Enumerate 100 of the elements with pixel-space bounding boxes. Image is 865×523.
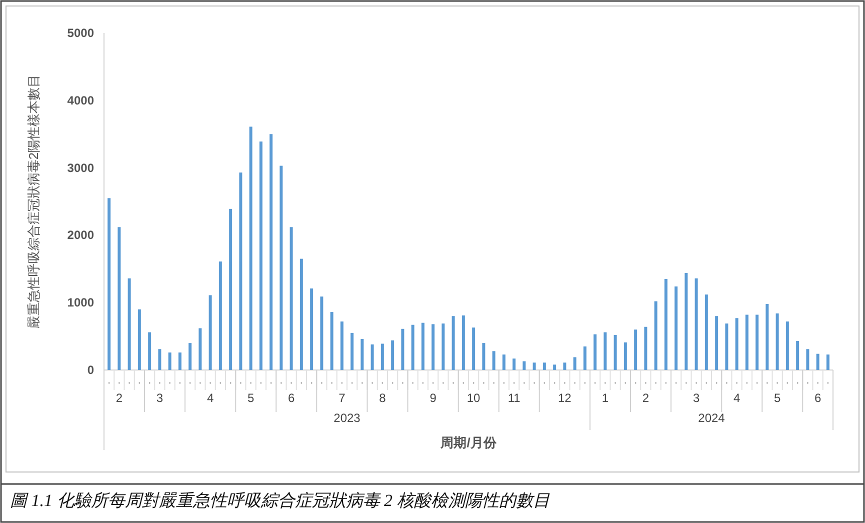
bar bbox=[583, 346, 586, 370]
bar bbox=[452, 316, 455, 370]
x-tick-label: 11 bbox=[508, 391, 521, 405]
bar bbox=[816, 354, 820, 370]
bar bbox=[563, 362, 566, 370]
y-tick-label: 4000 bbox=[67, 93, 94, 108]
bar bbox=[229, 208, 232, 370]
bar bbox=[745, 314, 748, 370]
bar bbox=[350, 332, 354, 370]
bar bbox=[270, 134, 273, 370]
bar bbox=[462, 315, 465, 370]
bar bbox=[634, 330, 638, 370]
bar bbox=[340, 321, 344, 370]
bar bbox=[218, 261, 222, 370]
bar bbox=[320, 296, 324, 370]
bar bbox=[280, 166, 283, 370]
bar bbox=[674, 286, 678, 370]
x-tick-label: 6 bbox=[814, 391, 822, 405]
bar bbox=[411, 324, 414, 370]
text: 圖 1.1 化驗所每周對嚴重急性呼吸綜合症冠狀病毒 2 核酸檢測陽性的數目 bbox=[10, 491, 550, 510]
bar bbox=[432, 324, 435, 370]
bar bbox=[654, 301, 658, 370]
bar bbox=[391, 340, 394, 370]
bar bbox=[259, 142, 262, 370]
bar bbox=[786, 321, 789, 370]
bar bbox=[594, 334, 597, 370]
bar bbox=[704, 294, 708, 370]
y-tick-label: 2000 bbox=[67, 228, 94, 242]
bar bbox=[542, 362, 546, 370]
bar bbox=[380, 344, 384, 370]
x-tick-label: 2 bbox=[642, 391, 650, 405]
x-tick-label: 5 bbox=[247, 391, 254, 405]
bar bbox=[442, 323, 445, 370]
bar bbox=[401, 328, 404, 370]
bar bbox=[532, 362, 536, 370]
y-tick-label: 3000 bbox=[67, 160, 94, 175]
bar bbox=[604, 332, 607, 370]
bar bbox=[360, 338, 364, 370]
bar bbox=[370, 344, 374, 370]
bar bbox=[290, 227, 293, 370]
bar bbox=[624, 342, 627, 370]
x-axis-title: 周期/月份 bbox=[440, 435, 498, 450]
bar bbox=[573, 357, 576, 370]
bar bbox=[208, 295, 212, 370]
x-tick-label: 7 bbox=[338, 391, 346, 405]
x-tick-label: 10 bbox=[466, 391, 481, 405]
bar bbox=[310, 288, 314, 370]
bar bbox=[148, 332, 152, 370]
bar bbox=[715, 316, 718, 370]
x-tick-label: 9 bbox=[430, 391, 437, 405]
bar bbox=[664, 279, 668, 370]
bar bbox=[522, 361, 526, 370]
bar bbox=[766, 304, 769, 370]
bar bbox=[735, 318, 738, 370]
bar bbox=[330, 312, 334, 370]
bar bbox=[725, 323, 728, 370]
x-tick-label: 3 bbox=[156, 391, 164, 405]
x-tick-label: 12 bbox=[558, 391, 572, 405]
x-tick-label: 3 bbox=[692, 391, 700, 405]
text: 2023 bbox=[334, 411, 361, 425]
bar bbox=[492, 351, 496, 370]
text: 2024 bbox=[698, 411, 726, 425]
x-tick-label: 8 bbox=[379, 391, 386, 405]
bar bbox=[239, 172, 242, 370]
bar bbox=[502, 354, 506, 370]
bar bbox=[128, 278, 131, 370]
bar bbox=[756, 314, 759, 370]
bar bbox=[614, 334, 617, 370]
bar bbox=[644, 326, 648, 370]
x-tick-label: 1 bbox=[602, 391, 609, 405]
bar bbox=[684, 272, 688, 370]
bar bbox=[168, 352, 172, 370]
bar bbox=[118, 227, 121, 370]
bar bbox=[553, 364, 556, 370]
x-tick-label: 4 bbox=[733, 391, 740, 405]
bar bbox=[472, 328, 476, 370]
bar bbox=[796, 341, 800, 370]
bar bbox=[108, 198, 111, 370]
y-tick-label: 1000 bbox=[67, 296, 94, 310]
bar bbox=[482, 343, 486, 370]
y-tick-label: 5000 bbox=[67, 26, 94, 40]
bar bbox=[776, 313, 779, 370]
bar bbox=[694, 278, 698, 370]
bar bbox=[806, 349, 810, 370]
bar bbox=[300, 258, 303, 370]
x-tick-label: 6 bbox=[288, 391, 295, 405]
bar bbox=[421, 322, 424, 370]
x-tick-label: 5 bbox=[774, 391, 781, 405]
x-tick-label: 2 bbox=[116, 391, 123, 405]
bar bbox=[188, 343, 192, 370]
bar bbox=[158, 349, 162, 370]
y-axis-title: 嚴重急性呼吸綜合症冠狀病毒2陽性樣本數目 bbox=[26, 74, 41, 329]
bar bbox=[198, 328, 202, 370]
bar bbox=[178, 352, 182, 370]
y-tick-label: 0 bbox=[87, 363, 94, 377]
bar bbox=[512, 358, 516, 370]
bar bbox=[138, 309, 141, 370]
bar bbox=[826, 354, 830, 370]
x-tick-label: 4 bbox=[206, 391, 214, 405]
bar bbox=[249, 126, 252, 370]
